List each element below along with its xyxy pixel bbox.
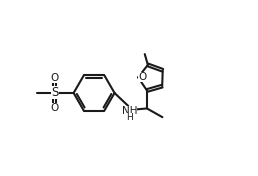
Text: H: H xyxy=(126,113,133,122)
Text: O: O xyxy=(51,73,59,83)
Text: O: O xyxy=(138,72,147,82)
Text: NH: NH xyxy=(122,106,137,117)
Text: O: O xyxy=(51,103,59,114)
Text: S: S xyxy=(51,86,59,99)
